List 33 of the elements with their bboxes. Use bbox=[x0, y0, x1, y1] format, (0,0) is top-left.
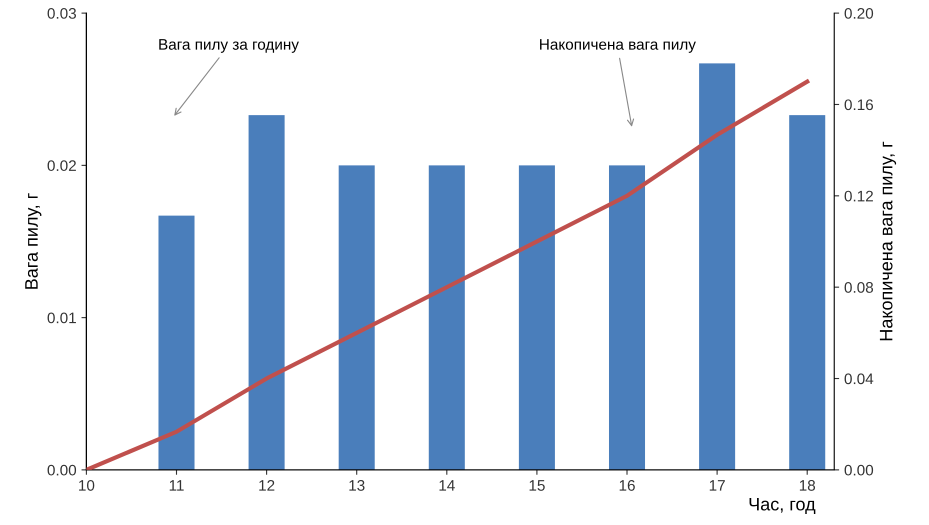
y2-tick-label: 0.16 bbox=[844, 99, 874, 110]
bar bbox=[158, 216, 195, 470]
y-axis-title: Вага пилу, г bbox=[25, 193, 42, 289]
bar bbox=[699, 63, 736, 470]
y2-tick-label: 0.12 bbox=[844, 190, 873, 202]
annotation: Вага пилу за годину bbox=[159, 39, 299, 53]
annotation: Накопичена вага пилу bbox=[540, 39, 696, 53]
bar bbox=[338, 165, 375, 470]
y2-tick-label: 0.00 bbox=[844, 464, 874, 476]
y-tick-label: 0.01 bbox=[48, 312, 76, 324]
y2-tick-label: 0.20 bbox=[844, 8, 874, 19]
bar bbox=[518, 165, 555, 470]
x-tick-label: 16 bbox=[620, 480, 635, 491]
x-axis-title: Час, год bbox=[750, 498, 816, 514]
y2-tick-label: 0.04 bbox=[844, 373, 874, 384]
x-tick-label: 18 bbox=[800, 480, 816, 491]
x-tick-label: 10 bbox=[79, 480, 94, 491]
line-series bbox=[86, 80, 810, 470]
x-tick-label: 17 bbox=[710, 480, 725, 491]
x-tick-label: 12 bbox=[259, 480, 274, 491]
y2-axis-title: Накопичена вага пилу, г bbox=[880, 142, 896, 340]
x-tick-label: 15 bbox=[530, 480, 545, 491]
y-tick-label: 0.02 bbox=[48, 160, 76, 172]
y-tick-label: 0.00 bbox=[48, 464, 76, 476]
x-tick-label: 13 bbox=[349, 480, 365, 491]
bar bbox=[608, 165, 646, 470]
x-tick-label: 14 bbox=[439, 480, 455, 491]
x-tick-label: 11 bbox=[170, 480, 184, 491]
y-tick-label: 0.03 bbox=[48, 8, 76, 19]
bar bbox=[248, 115, 285, 470]
bar bbox=[428, 165, 465, 470]
bar bbox=[789, 115, 826, 470]
y2-tick-label: 0.08 bbox=[844, 282, 874, 293]
